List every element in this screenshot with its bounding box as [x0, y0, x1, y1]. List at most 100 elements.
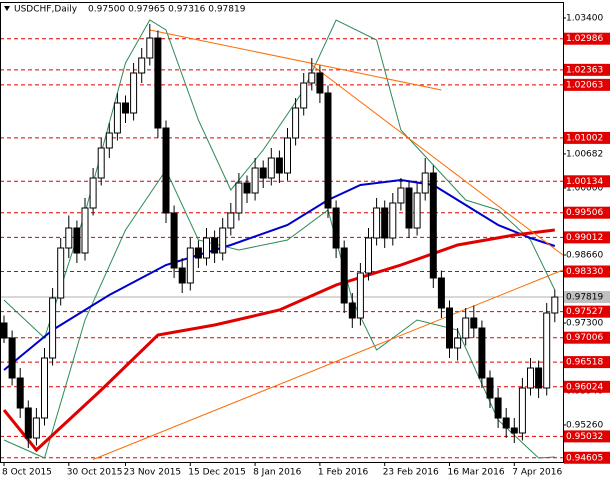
candle-body	[89, 177, 97, 209]
candle-body	[535, 367, 543, 389]
indicator-line	[149, 29, 442, 91]
candle-body	[478, 327, 486, 379]
plot-frame	[0, 2, 564, 463]
candle-body	[8, 337, 16, 379]
y-tick-label: 0.97300	[566, 319, 603, 329]
candle-body	[340, 247, 348, 304]
level-label: 0.95032	[566, 432, 603, 442]
symbol-icon	[4, 6, 10, 11]
x-tick-label: 15 Dec 2015	[188, 468, 246, 478]
candle-body	[203, 237, 210, 259]
candle-body	[348, 302, 356, 319]
candle-body	[502, 417, 510, 429]
plot-area	[0, 19, 564, 460]
candle-body	[154, 37, 162, 129]
candle-body	[259, 167, 267, 179]
x-tick-label: 30 Oct 2015	[67, 468, 123, 478]
candle-body	[437, 277, 445, 309]
candle-body	[373, 207, 381, 239]
candle-body	[316, 72, 324, 94]
candle-body	[186, 247, 194, 284]
candle-body	[494, 397, 502, 419]
level-label: 0.97006	[566, 333, 603, 343]
indicator-line	[311, 64, 564, 256]
candle-body	[454, 337, 462, 349]
y-tick-label: 1.03400	[566, 14, 603, 24]
candle-body	[16, 377, 24, 409]
chart-title: USDCHF,Daily	[14, 5, 78, 15]
candle-body	[57, 247, 65, 299]
level-label-box	[564, 380, 610, 393]
candle-body	[97, 147, 105, 179]
candle-body	[429, 172, 437, 279]
candle-body	[470, 317, 478, 329]
level-label: 0.96024	[566, 382, 603, 392]
candle-body	[292, 107, 300, 139]
candle-body	[219, 227, 227, 254]
level-label: 0.99506	[566, 208, 603, 218]
candle-body	[462, 317, 470, 339]
candle-body	[24, 407, 32, 439]
candle-body	[332, 207, 340, 249]
candle-body	[227, 212, 235, 229]
y-tick-label: 0.98660	[566, 251, 603, 261]
candle-body	[73, 227, 81, 254]
candle-body	[300, 82, 308, 109]
x-tick-label: 8 Oct 2015	[2, 468, 52, 478]
level-label: 1.02063	[566, 80, 603, 90]
level-label-box	[564, 331, 610, 344]
level-label-box	[564, 131, 610, 144]
candle-body	[146, 37, 154, 59]
level-label-box	[564, 451, 610, 464]
current-price-label: 0.97819	[566, 293, 603, 303]
indicator-line	[3, 168, 555, 459]
candle-body	[65, 227, 73, 249]
candle-body	[138, 57, 146, 74]
candle-body	[510, 427, 518, 434]
candle-body	[105, 132, 113, 149]
candle-body	[243, 182, 251, 194]
level-label: 0.94605	[566, 453, 603, 463]
level-label-box	[564, 175, 610, 188]
candle-body	[421, 172, 429, 194]
x-tick-label: 23 Nov 2015	[124, 468, 182, 478]
candle-body	[446, 307, 453, 349]
y-tick-label: 1.00000	[566, 184, 603, 194]
candle-body	[194, 247, 202, 259]
candle-body	[381, 207, 389, 239]
level-label-box	[564, 265, 610, 278]
level-label: 1.01002	[566, 133, 603, 143]
ohlc-info: 0.97500 0.97965 0.97316 0.97819	[88, 5, 246, 15]
candle-body	[527, 367, 534, 389]
candle-body	[170, 212, 178, 269]
level-label: 0.97527	[566, 307, 603, 317]
y-tick-label: 1.00682	[566, 149, 603, 159]
candle-body	[405, 187, 413, 229]
x-tick-label: 8 Jan 2016	[253, 468, 301, 478]
candle-body	[284, 137, 291, 174]
candle-body	[32, 417, 40, 439]
candle-body	[324, 92, 332, 209]
level-label-box	[564, 356, 610, 369]
candle-body	[397, 187, 405, 204]
candle-body	[130, 72, 138, 114]
indicator-line	[2, 228, 555, 453]
candle-body	[267, 157, 275, 179]
level-label: 0.98330	[566, 267, 603, 277]
indicator-line	[3, 19, 556, 339]
candle-body	[251, 167, 259, 194]
level-label: 0.96518	[566, 358, 603, 368]
candle-body	[413, 192, 421, 229]
candle-body	[178, 267, 186, 284]
candle-body	[486, 377, 494, 399]
x-tick-label: 23 Feb 2016	[383, 468, 439, 478]
current-price-box	[564, 291, 610, 304]
candle-body	[308, 72, 316, 84]
y-tick-label: 0.95260	[566, 421, 603, 431]
candle-body	[49, 297, 57, 359]
candle-body	[211, 237, 219, 254]
candle-body	[356, 272, 364, 319]
